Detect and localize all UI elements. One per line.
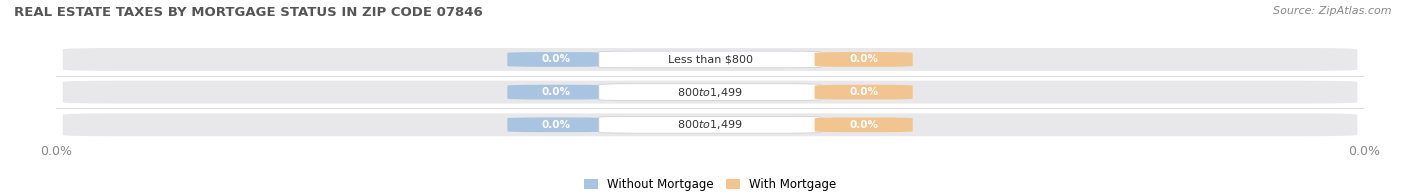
FancyBboxPatch shape xyxy=(814,52,912,67)
Text: $800 to $1,499: $800 to $1,499 xyxy=(678,118,742,131)
FancyBboxPatch shape xyxy=(814,117,912,132)
Text: Source: ZipAtlas.com: Source: ZipAtlas.com xyxy=(1274,6,1392,16)
Text: 0.0%: 0.0% xyxy=(541,120,571,130)
FancyBboxPatch shape xyxy=(599,116,821,133)
FancyBboxPatch shape xyxy=(599,51,821,68)
Text: REAL ESTATE TAXES BY MORTGAGE STATUS IN ZIP CODE 07846: REAL ESTATE TAXES BY MORTGAGE STATUS IN … xyxy=(14,6,482,19)
FancyBboxPatch shape xyxy=(508,117,606,132)
Text: 0.0%: 0.0% xyxy=(541,87,571,97)
Text: 0.0%: 0.0% xyxy=(849,87,879,97)
FancyBboxPatch shape xyxy=(63,81,1357,103)
Text: 0.0%: 0.0% xyxy=(849,54,879,64)
Text: $800 to $1,499: $800 to $1,499 xyxy=(678,86,742,99)
FancyBboxPatch shape xyxy=(508,52,606,67)
FancyBboxPatch shape xyxy=(599,84,821,100)
Legend: Without Mortgage, With Mortgage: Without Mortgage, With Mortgage xyxy=(579,173,841,196)
Text: Less than $800: Less than $800 xyxy=(668,54,752,64)
FancyBboxPatch shape xyxy=(63,113,1357,136)
Text: 0.0%: 0.0% xyxy=(849,120,879,130)
FancyBboxPatch shape xyxy=(814,85,912,100)
Text: 0.0%: 0.0% xyxy=(541,54,571,64)
FancyBboxPatch shape xyxy=(508,85,606,100)
FancyBboxPatch shape xyxy=(63,48,1357,71)
